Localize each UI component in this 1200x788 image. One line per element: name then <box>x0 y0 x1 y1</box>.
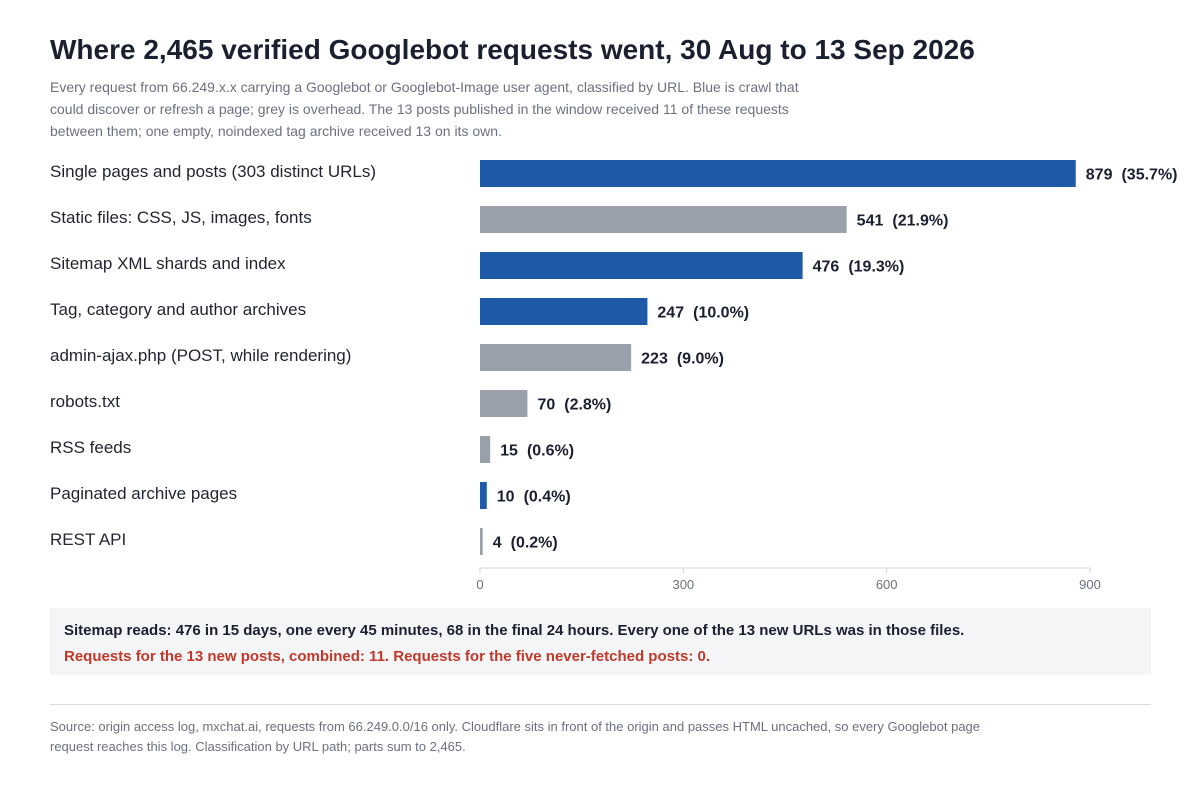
data-label-percent: (0.4%) <box>524 489 571 506</box>
data-label: 879 (35.7%) <box>1086 167 1178 184</box>
bar <box>480 528 483 555</box>
data-label-percent: (0.6%) <box>527 443 574 460</box>
data-label-value: 879 <box>1086 167 1113 184</box>
chart-title: Where 2,465 verified Googlebot requests … <box>50 34 975 65</box>
category-label: Static files: CSS, JS, images, fonts <box>50 208 312 227</box>
category-label: REST API <box>50 530 126 549</box>
callout-sitemap-summary: Sitemap reads: 476 in 15 days, one every… <box>64 622 965 639</box>
chart-subtitle: Every request from 66.249.x.x carrying a… <box>50 79 799 139</box>
x-tick-label: 900 <box>1079 577 1101 592</box>
source-note: Source: origin access log, mxchat.ai, re… <box>50 719 981 754</box>
footer-divider <box>50 704 1151 705</box>
category-label: Paginated archive pages <box>50 484 237 503</box>
category-label: Single pages and posts (303 distinct URL… <box>50 162 376 181</box>
category-label: admin-ajax.php (POST, while rendering) <box>50 346 351 365</box>
bar <box>480 482 487 509</box>
data-label-percent: (19.3%) <box>848 259 904 276</box>
data-label-percent: (10.0%) <box>693 305 749 322</box>
callout-new-posts-alert: Requests for the 13 new posts, combined:… <box>64 648 710 665</box>
bar <box>480 298 648 325</box>
category-label: RSS feeds <box>50 438 131 457</box>
data-label-value: 247 <box>657 305 684 322</box>
data-label-percent: (9.0%) <box>677 351 724 368</box>
data-label: 4 (0.2%) <box>493 535 558 552</box>
bar <box>480 436 491 463</box>
callout-box: Sitemap reads: 476 in 15 days, one every… <box>50 608 1151 675</box>
x-tick-label: 300 <box>672 577 694 592</box>
data-label-percent: (0.2%) <box>511 535 558 552</box>
x-tick-label: 0 <box>476 577 483 592</box>
data-label-value: 223 <box>641 351 668 368</box>
bar <box>480 252 803 279</box>
category-label: Tag, category and author archives <box>50 300 306 319</box>
data-label: 476 (19.3%) <box>813 259 905 276</box>
bar <box>480 206 847 233</box>
data-label-value: 15 <box>500 443 518 460</box>
x-tick-label: 600 <box>876 577 898 592</box>
data-label-percent: (2.8%) <box>564 397 611 414</box>
data-label: 541 (21.9%) <box>857 213 949 230</box>
data-label: 10 (0.4%) <box>497 489 571 506</box>
data-label-value: 10 <box>497 489 515 506</box>
category-label: Sitemap XML shards and index <box>50 254 286 273</box>
bar-chart: Single pages and posts (303 distinct URL… <box>50 160 1178 592</box>
data-label: 15 (0.6%) <box>500 443 574 460</box>
data-label-value: 541 <box>857 213 884 230</box>
data-label: 223 (9.0%) <box>641 351 724 368</box>
data-label-value: 70 <box>537 397 555 414</box>
data-label-value: 4 <box>493 535 502 552</box>
data-label-value: 476 <box>813 259 840 276</box>
bar <box>480 344 632 371</box>
data-label-percent: (21.9%) <box>892 213 948 230</box>
bar <box>480 390 528 417</box>
data-label: 70 (2.8%) <box>537 397 611 414</box>
bar <box>480 160 1076 187</box>
category-label: robots.txt <box>50 392 120 411</box>
data-label-percent: (35.7%) <box>1121 167 1177 184</box>
data-label: 247 (10.0%) <box>657 305 749 322</box>
